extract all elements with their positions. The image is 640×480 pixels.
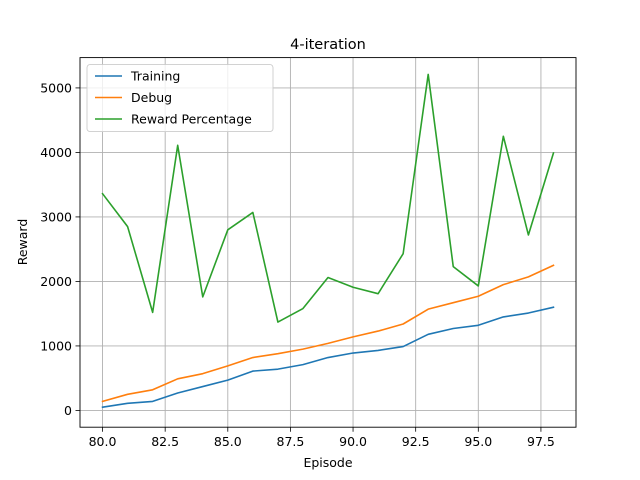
y-tick-label: 4000 — [40, 145, 72, 160]
y-tick-label: 2000 — [40, 274, 72, 289]
legend-label-debug: Debug — [131, 90, 172, 105]
x-tick-label: 95.0 — [464, 434, 492, 449]
plot-frame — [79, 57, 577, 428]
series-line-debug — [101, 264, 555, 403]
y-tick-label: 5000 — [40, 80, 72, 95]
x-tick-label: 97.5 — [527, 434, 555, 449]
x-tick-label: 92.5 — [402, 434, 430, 449]
y-tick-label: 0 — [64, 403, 72, 418]
y-axis-label: Reward — [15, 219, 30, 266]
x-axis-label: Episode — [303, 455, 352, 470]
legend-label-reward-percentage: Reward Percentage — [131, 112, 252, 127]
axis-ticks: 80.0 82.5 85.0 87.5 90.0 92.5 95.0 97.5 0 1000 200… — [40, 80, 555, 449]
x-tick-label: 85.0 — [214, 434, 242, 449]
y-tick-label: 1000 — [40, 338, 72, 353]
legend-label-training: Training — [130, 69, 180, 84]
x-tick-label: 90.0 — [339, 434, 367, 449]
series-lines — [101, 73, 555, 409]
y-tick-label: 3000 — [40, 209, 72, 224]
series-line-reward-percentage — [101, 73, 555, 323]
x-tick-label: 80.0 — [89, 434, 117, 449]
chart-title: 4-iteration — [290, 37, 366, 53]
x-tick-label: 87.5 — [277, 434, 305, 449]
legend-box — [86, 64, 274, 133]
legend: Training Debug Reward Percentage — [86, 64, 274, 133]
x-tick-label: 82.5 — [151, 434, 179, 449]
series-line-training — [101, 306, 555, 409]
